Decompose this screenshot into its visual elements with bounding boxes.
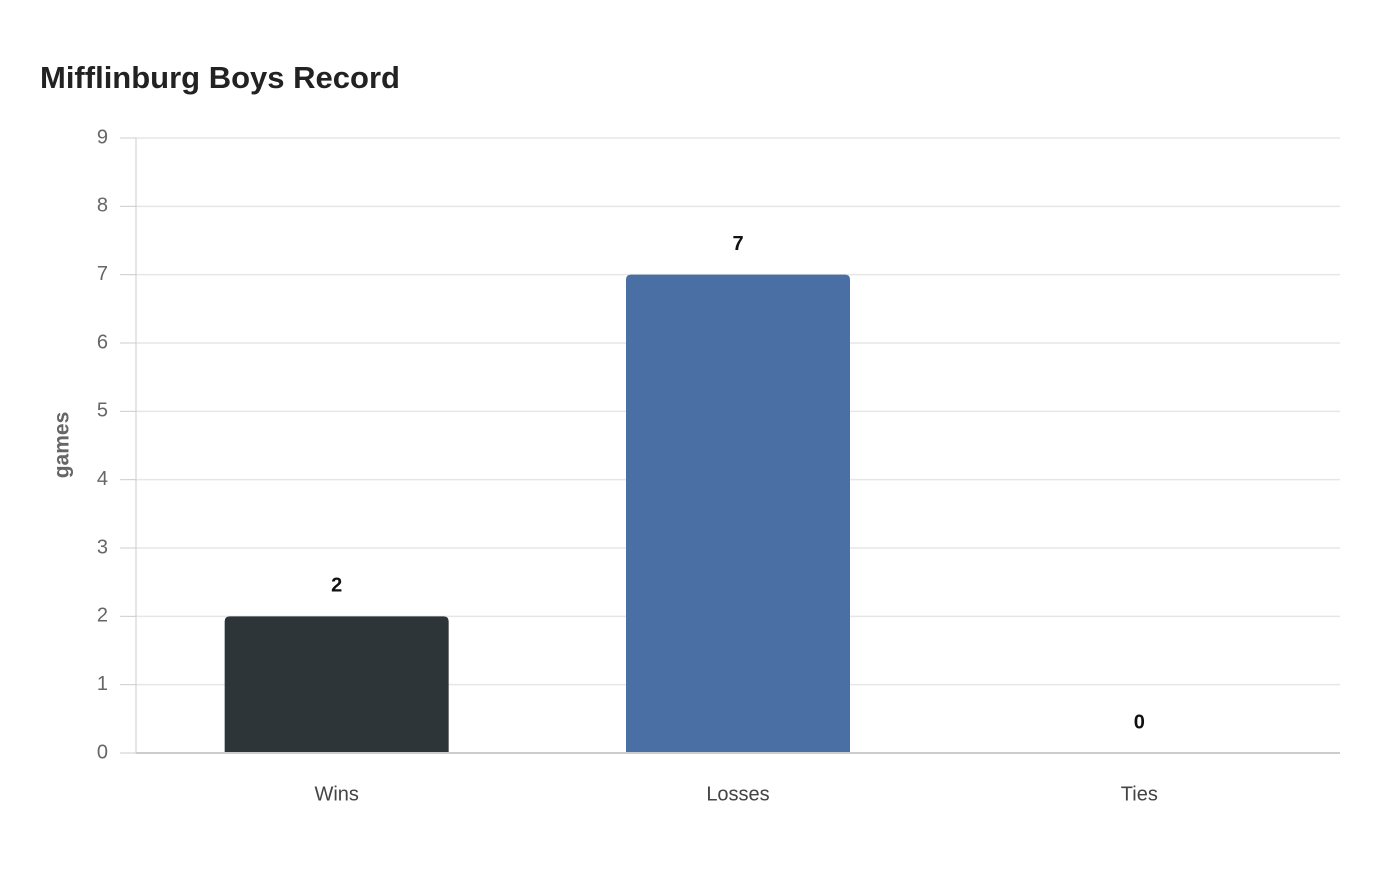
y-tick-label: 0 — [97, 741, 108, 763]
bar — [626, 274, 850, 753]
value-label: 7 — [732, 233, 743, 255]
x-tick-label: Wins — [314, 783, 358, 805]
y-tick-label: 2 — [97, 605, 108, 627]
bar — [224, 616, 449, 753]
x-tick-label: Ties — [1121, 783, 1158, 805]
y-tick-label: 9 — [97, 126, 108, 148]
x-tick-label: Losses — [706, 783, 769, 805]
y-axis-label: games — [51, 412, 74, 479]
y-tick-label: 7 — [97, 263, 108, 285]
value-label: 0 — [1134, 711, 1145, 733]
y-tick-label: 8 — [97, 195, 108, 217]
y-tick-label: 1 — [97, 673, 108, 695]
y-tick-label: 3 — [97, 536, 108, 558]
y-tick-label: 5 — [97, 400, 108, 422]
y-tick-label: 4 — [97, 468, 108, 490]
y-tick-label: 6 — [97, 331, 108, 353]
chart-title: Mifflinburg Boys Record — [40, 60, 400, 95]
value-label: 2 — [331, 575, 342, 597]
